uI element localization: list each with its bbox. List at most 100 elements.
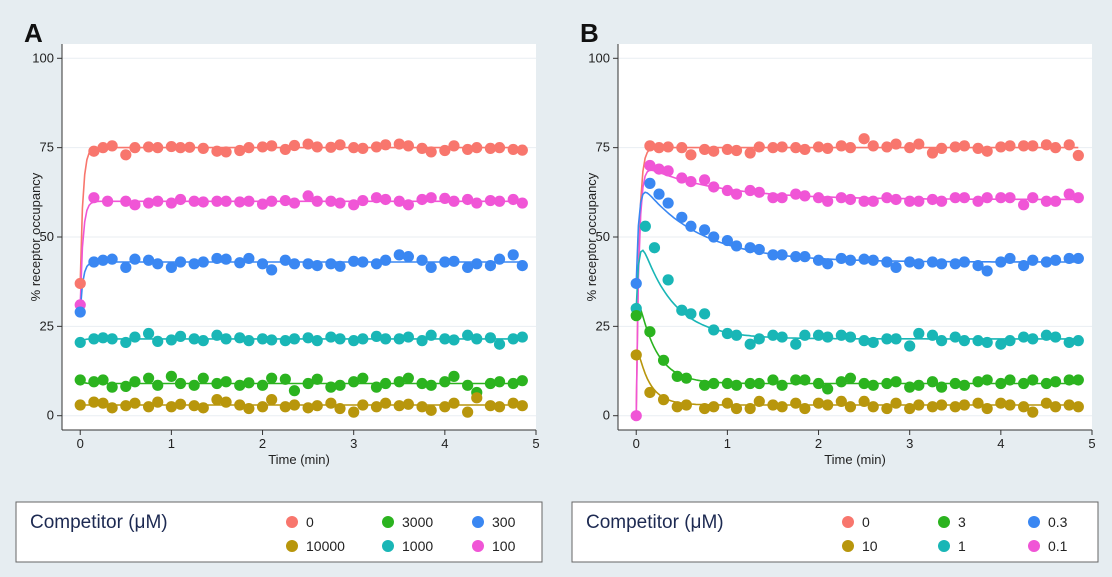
data-point-300: [211, 252, 223, 265]
data-point-0.3: [799, 251, 811, 263]
data-point-0: [334, 139, 346, 151]
data-point-300: [393, 249, 405, 261]
data-point-0: [730, 144, 743, 157]
data-point-100: [120, 195, 132, 207]
data-point-100: [507, 193, 519, 206]
data-point-0.3: [644, 177, 656, 189]
data-point-0: [835, 140, 847, 152]
data-point-3: [913, 379, 925, 391]
y-axis-title: % receptor occupancy: [584, 172, 599, 301]
data-point-0.3: [776, 249, 788, 261]
data-point-100: [516, 197, 528, 209]
data-point-300: [516, 259, 528, 272]
data-point-1000: [348, 335, 360, 347]
data-point-10: [744, 402, 756, 415]
data-point-0.1: [790, 188, 802, 200]
data-point-10000: [88, 396, 100, 408]
data-point-0: [744, 147, 756, 159]
data-point-0: [266, 140, 278, 152]
data-point-0: [279, 143, 291, 156]
data-point-300: [74, 306, 86, 318]
data-point-300: [348, 255, 360, 267]
x-tick-label: 1: [168, 436, 175, 451]
data-point-10: [1018, 401, 1030, 413]
data-point-10000: [188, 400, 200, 412]
data-point-100: [88, 192, 100, 204]
data-point-0.1: [835, 192, 847, 204]
data-point-300: [334, 260, 346, 272]
data-point-300: [311, 259, 323, 272]
data-point-0.1: [753, 186, 765, 198]
data-point-0: [753, 141, 765, 153]
data-point-1: [662, 274, 674, 286]
legend-marker-10000: [286, 540, 298, 552]
data-point-1: [858, 335, 870, 347]
data-point-0.3: [958, 256, 970, 268]
data-point-10: [881, 402, 893, 415]
data-point-3000: [88, 376, 100, 388]
y-tick-label: 50: [596, 229, 610, 244]
data-point-3: [680, 372, 692, 384]
data-point-3: [1049, 376, 1062, 388]
data-point-1: [913, 327, 925, 340]
data-point-10: [913, 399, 925, 411]
data-point-0: [1049, 142, 1062, 154]
data-point-1: [1018, 331, 1030, 343]
data-point-300: [325, 258, 337, 270]
data-point-300: [129, 253, 141, 265]
data-point-1000: [311, 335, 323, 347]
data-point-0: [822, 142, 834, 154]
data-point-0.3: [1040, 256, 1053, 268]
data-point-0: [1004, 140, 1016, 152]
data-point-0: [97, 142, 109, 154]
data-point-0.1: [1063, 188, 1075, 200]
data-point-300: [471, 258, 483, 270]
data-point-0.1: [890, 193, 902, 206]
data-point-300: [197, 256, 209, 268]
legend-marker-100: [472, 540, 484, 552]
data-point-3: [1063, 374, 1075, 386]
data-point-1000: [279, 335, 291, 347]
data-point-300: [165, 261, 177, 273]
data-point-1: [648, 242, 661, 254]
data-point-10: [1040, 397, 1053, 409]
data-point-10000: [266, 394, 278, 406]
data-point-0.3: [721, 234, 733, 247]
data-point-0: [1018, 140, 1030, 152]
data-point-10000: [97, 397, 109, 409]
data-point-3000: [493, 376, 506, 388]
data-point-1000: [142, 327, 155, 340]
data-point-0: [904, 142, 916, 154]
x-tick-label: 2: [259, 436, 266, 451]
data-point-0: [325, 141, 337, 153]
data-point-0: [234, 144, 246, 157]
data-point-10: [858, 395, 870, 408]
data-point-1000: [129, 331, 141, 343]
data-point-0.1: [972, 195, 984, 207]
data-point-1: [822, 331, 834, 343]
data-point-10000: [129, 397, 141, 409]
x-tick-label: 0: [77, 436, 84, 451]
data-point-3: [835, 376, 847, 388]
data-point-300: [507, 249, 519, 261]
data-point-0: [516, 144, 528, 156]
data-point-10000: [211, 394, 223, 406]
data-point-3000: [220, 376, 232, 388]
data-point-3: [981, 374, 993, 386]
data-point-10000: [439, 401, 451, 413]
data-point-0.3: [698, 224, 711, 236]
data-point-0: [812, 141, 825, 153]
legend-label-1000: 1000: [402, 538, 433, 554]
data-point-1: [799, 329, 811, 341]
data-point-0.1: [799, 190, 811, 202]
data-point-0: [958, 140, 970, 152]
data-point-0.1: [676, 172, 688, 184]
data-point-0: [220, 146, 232, 158]
data-point-1000: [152, 335, 164, 347]
data-point-1: [844, 331, 857, 343]
data-point-10000: [288, 399, 301, 411]
data-point-0.3: [730, 240, 743, 252]
data-point-1000: [462, 329, 474, 341]
data-point-0.1: [913, 195, 925, 207]
data-point-0: [685, 149, 697, 161]
